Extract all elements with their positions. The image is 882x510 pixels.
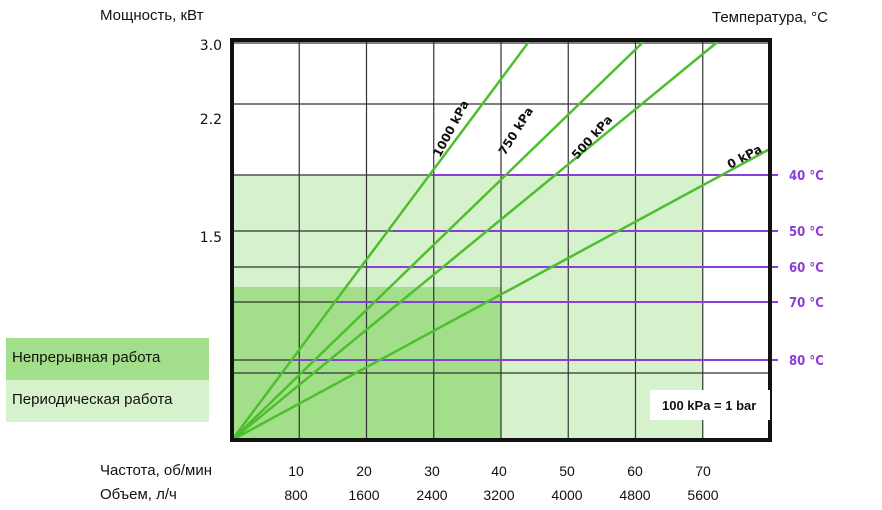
series-label: 0 kPa: [725, 142, 764, 172]
right-axis-title: Температура, °C: [712, 9, 829, 26]
temperature-label: 80 °C: [789, 354, 824, 369]
x-tick-label: 20: [356, 463, 372, 479]
series-label: 750 kPa: [496, 105, 536, 158]
plot-frame: [230, 38, 772, 442]
x-tick-label: 1600: [348, 487, 380, 503]
temperature-label: 70 °C: [789, 296, 824, 311]
series-line: [230, 41, 530, 442]
unit-note: 100 kPa = 1 bar: [662, 398, 757, 413]
x-tick-label: 50: [559, 463, 575, 479]
note-box: [650, 390, 770, 420]
x-tick-label: 40: [491, 463, 507, 479]
temperature-label: 50 °C: [789, 225, 824, 240]
x-tick-label: 70: [695, 463, 711, 479]
x-tick-label: 2400: [416, 487, 448, 503]
series-line: [230, 147, 772, 442]
temperature-labels: 40 °C 50 °C 60 °C 70 °C 80 °C: [789, 169, 824, 369]
x-tick-label: 4800: [619, 487, 651, 503]
series-label: 500 kPa: [569, 113, 615, 162]
series-labels: 1000 kPa 750 kPa 500 kPa 0 kPa: [430, 98, 764, 172]
legend-continuous: Непрерывная работа: [6, 338, 209, 380]
x-tick-label: 3200: [483, 487, 515, 503]
x-tick-label: 10: [288, 463, 304, 479]
x-tick-label: 5600: [687, 487, 719, 503]
x-tick-label: 30: [424, 463, 440, 479]
temperature-label: 40 °C: [789, 169, 824, 184]
pressure-lines: [230, 41, 772, 442]
y-tick-label: 2.2: [200, 112, 222, 128]
series-line: [230, 41, 718, 442]
volume-row-label: Объем, л/ч: [100, 486, 177, 503]
x-tick-label: 800: [284, 487, 308, 503]
x-tick-label: 4000: [551, 487, 583, 503]
series-label: 1000 kPa: [430, 98, 472, 159]
speed-row-label: Частота, об/мин: [100, 462, 213, 479]
y-tick-labels: 3.0 2.2 1.5: [200, 38, 222, 246]
left-axis-title: Мощность, кВт: [100, 7, 204, 24]
series-line: [230, 41, 644, 442]
y-tick-label: 1.5: [200, 230, 222, 246]
y-tick-label: 3.0: [200, 38, 222, 54]
legend-periodic: Периодическая работа: [6, 380, 209, 422]
temperature-label: 60 °C: [789, 261, 824, 276]
x-tick-label: 60: [627, 463, 643, 479]
